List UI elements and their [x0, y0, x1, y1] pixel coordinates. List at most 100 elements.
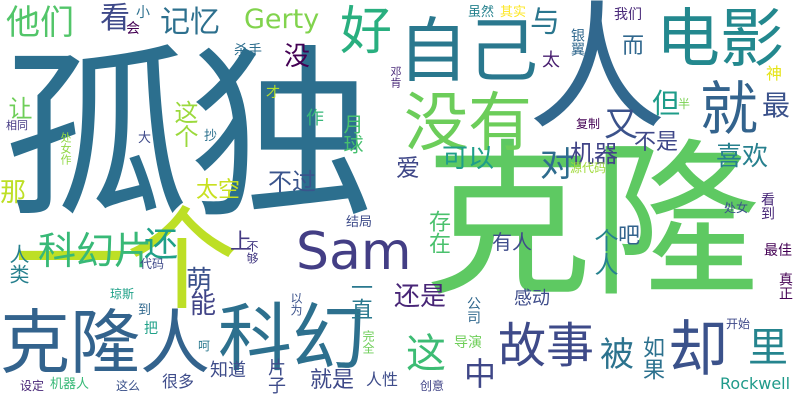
- word-hai: 还: [144, 225, 178, 265]
- word-geren: 个人: [590, 228, 618, 276]
- word-meiyou: 没有: [404, 87, 532, 161]
- word-chao: 抄: [204, 129, 218, 144]
- word-neng: 能: [190, 290, 217, 320]
- word-daoyan: 导演: [454, 335, 482, 351]
- word-jiqiren: 机器人: [50, 377, 90, 392]
- word-ba2: 把: [144, 321, 158, 337]
- word-zhege: 这个: [170, 100, 198, 148]
- word-renlei: 人类: [6, 244, 30, 284]
- word-que: 却: [668, 315, 728, 385]
- word-jiu: 就: [700, 75, 759, 143]
- word-yueqiu: 月球: [340, 114, 364, 154]
- word-sheding: 设定: [20, 379, 45, 393]
- word-er: 而: [622, 34, 645, 59]
- word-dao: 到: [138, 303, 152, 318]
- word-keyi: 可以: [442, 144, 495, 174]
- word-qishi: 其实: [500, 5, 527, 20]
- word-chuangyi: 创意: [420, 379, 445, 393]
- word-ziji: 自己: [398, 10, 538, 92]
- word-ba: 吧: [618, 224, 641, 249]
- word-chunv: 处女: [724, 201, 749, 215]
- word-kehuanpian: 科幻片: [38, 229, 153, 273]
- word-chunvzuo: 处女作: [59, 132, 72, 165]
- word-buguo: 不过: [268, 168, 316, 196]
- word-renxing: 人性: [366, 370, 399, 389]
- word-zhenzheng: 真正: [777, 272, 793, 300]
- word-yiwei: 以为: [289, 292, 303, 316]
- word-na: 那: [0, 178, 27, 208]
- word-zuo: 作: [306, 108, 324, 129]
- word-dui: 对: [540, 145, 574, 185]
- word-hui: 会: [126, 21, 140, 37]
- word-ban: 半: [678, 97, 691, 111]
- word-suiran: 虽然: [468, 5, 495, 20]
- word-hao: 好: [340, 2, 393, 62]
- word-youren: 有人: [492, 230, 532, 254]
- word-zhong: 中: [464, 355, 497, 393]
- word-yu: 与: [530, 5, 560, 40]
- word-ruguo: 如果: [639, 336, 664, 380]
- word-kelongren: 克隆人: [0, 302, 210, 384]
- word-kan: 看: [100, 1, 130, 36]
- word-gandong: 感动: [514, 288, 550, 309]
- word-xihuan: 喜欢: [716, 142, 769, 172]
- word-sam: Sam: [296, 222, 412, 282]
- word-li: 里: [748, 325, 788, 371]
- word-you: 又: [604, 105, 638, 145]
- word-haishi: 还是: [394, 282, 447, 312]
- word-tamen: 他们: [6, 3, 74, 43]
- word-jiushi: 就是: [310, 368, 355, 393]
- word-taikong: 太空: [196, 178, 241, 203]
- word-fuzhi: 复制: [576, 117, 601, 131]
- word-qiongsi: 琼斯: [110, 287, 135, 301]
- word-kaishi: 开始: [726, 317, 751, 331]
- word-shashou: 杀手: [234, 43, 262, 59]
- word-gerty: Gerty: [244, 4, 320, 35]
- word-cai: 才: [266, 85, 280, 101]
- word-zuijia: 最佳: [764, 243, 792, 259]
- word-jiqi: 机器: [570, 140, 618, 168]
- word-bei: 被: [600, 335, 634, 375]
- word-da: 大: [138, 131, 152, 146]
- word-kehuan: 科幻: [218, 296, 366, 382]
- word-dengken: 邓肯: [389, 66, 402, 88]
- word-gudu: 孤独: [4, 28, 374, 244]
- word-xiao: 小: [136, 5, 150, 21]
- word-kelong: 克隆: [424, 124, 760, 320]
- word-wanquan: 完全: [361, 330, 375, 354]
- word-mei: 没: [284, 42, 311, 72]
- word-daima: 代码: [140, 257, 165, 271]
- word-zhe: 这: [406, 331, 446, 377]
- word-yinyi: 银翼: [569, 28, 585, 56]
- word-bugou: 不够: [245, 240, 259, 264]
- word-zheme: 这么: [116, 379, 141, 393]
- word-dan: 但: [652, 87, 681, 120]
- word-xiangtong: 相同: [6, 119, 28, 132]
- word-cunzai: 存在: [425, 210, 450, 254]
- word-yige: 一个: [14, 196, 238, 326]
- word-shang: 上: [230, 230, 253, 255]
- word-he: 呵: [198, 339, 211, 353]
- word-gushi: 故事: [498, 318, 595, 374]
- word-rockwell: Rockwell: [720, 374, 791, 393]
- word-rang: 让: [4, 96, 32, 120]
- word-kandao: 看到: [759, 192, 775, 220]
- word-women: 我们: [614, 7, 642, 23]
- word-yizhi: 一直: [347, 276, 372, 320]
- word-bushi: 不是: [634, 130, 679, 155]
- word-tai: 太: [542, 50, 560, 71]
- word-zui: 最: [762, 89, 791, 122]
- word-ren: 人: [528, 0, 667, 149]
- word-zhidao: 知道: [210, 360, 246, 381]
- word-shen: 神: [766, 64, 783, 83]
- word-ai: 爱: [396, 154, 420, 182]
- word-jieju: 结局: [346, 215, 373, 230]
- word-gongsi: 公司: [465, 296, 481, 324]
- word-henduo: 很多: [162, 372, 195, 391]
- word-dianying: 电影: [656, 3, 784, 77]
- word-meng: 萌: [186, 266, 213, 296]
- word-yuandaima: 源代码: [570, 161, 607, 175]
- word-pianzi: 片子: [265, 358, 286, 394]
- word-jiyi: 记忆: [160, 5, 220, 40]
